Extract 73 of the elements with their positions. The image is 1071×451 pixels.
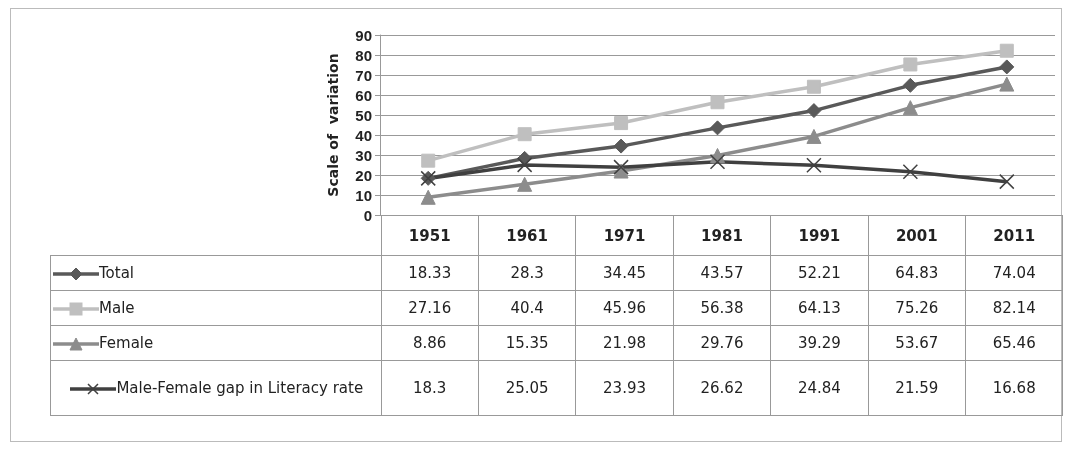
- data-label: 65.46: [965, 325, 1063, 361]
- point: [806, 128, 822, 144]
- y-axis-title: Scale of variation: [325, 53, 341, 197]
- data-label: 26.62: [673, 360, 771, 416]
- point: [710, 120, 725, 136]
- data-label: 23.93: [575, 360, 674, 416]
- legend-label: Female: [99, 334, 154, 352]
- data-label: 29.76: [673, 325, 771, 361]
- y-tick-label: 0: [363, 206, 372, 224]
- data-label: 74.04: [965, 255, 1063, 291]
- point: [902, 100, 918, 116]
- data-label: 45.96: [575, 290, 674, 326]
- legend-label: Male: [99, 299, 135, 317]
- point: [902, 77, 918, 93]
- x-tick-label: 1991: [770, 215, 869, 256]
- point: [902, 164, 919, 180]
- point: [999, 59, 1015, 75]
- data-label: 24.84: [770, 360, 869, 416]
- data-label: 75.26: [868, 290, 966, 326]
- point: [999, 76, 1015, 92]
- x-tick-label: 1961: [478, 215, 576, 256]
- y-tick-label: 20: [355, 166, 372, 184]
- x-tick-label: 2011: [965, 215, 1063, 256]
- data-label: 39.29: [770, 325, 869, 361]
- x-tick-label: 1951: [381, 215, 479, 256]
- y-tick-label: 60: [355, 86, 372, 104]
- data-label: 21.98: [575, 325, 674, 361]
- point: [517, 127, 532, 142]
- data-label: 53.67: [868, 325, 966, 361]
- point: [421, 153, 436, 168]
- data-label: 18.33: [381, 255, 479, 291]
- x-tick-label: 1971: [575, 215, 674, 256]
- point: [806, 103, 822, 119]
- y-tick-label: 50: [355, 106, 372, 124]
- point: [806, 157, 822, 174]
- point: [999, 43, 1014, 58]
- legend-label: Male-Female gap in Literacy rate: [116, 379, 364, 397]
- data-label: 16.68: [965, 360, 1063, 416]
- point: [614, 116, 629, 131]
- y-tick-label: 10: [355, 186, 372, 204]
- point: [709, 154, 726, 170]
- point: [903, 57, 918, 72]
- point: [420, 189, 436, 205]
- data-label: 82.14: [965, 290, 1063, 326]
- point: [517, 176, 533, 192]
- data-label: 15.35: [478, 325, 576, 361]
- point: [999, 173, 1015, 190]
- data-label: 64.13: [770, 290, 869, 326]
- data-label: 43.57: [673, 255, 771, 291]
- point: [806, 79, 821, 94]
- data-label: 52.21: [770, 255, 869, 291]
- data-label: 8.86: [381, 325, 479, 361]
- data-label: 18.3: [381, 360, 479, 416]
- y-tick-label: 80: [355, 46, 372, 64]
- data-label: 25.05: [478, 360, 576, 416]
- data-label: 40.4: [478, 290, 576, 326]
- y-tick-label: 30: [355, 146, 372, 164]
- y-tick-label: 90: [355, 26, 372, 44]
- data-label: 27.16: [381, 290, 479, 326]
- data-label: 64.83: [868, 255, 966, 291]
- x-tick-label: 2001: [868, 215, 966, 256]
- point: [710, 95, 725, 110]
- data-label: 34.45: [575, 255, 674, 291]
- point: [613, 159, 629, 175]
- point: [516, 157, 533, 173]
- data-label: 21.59: [868, 360, 966, 416]
- y-tick-label: 40: [355, 126, 372, 144]
- legend-label: Total: [99, 264, 135, 282]
- x-tick-label: 1981: [673, 215, 771, 256]
- data-label: 28.3: [478, 255, 576, 291]
- data-label: 56.38: [673, 290, 771, 326]
- y-tick-label: 70: [355, 66, 372, 84]
- point: [613, 138, 629, 154]
